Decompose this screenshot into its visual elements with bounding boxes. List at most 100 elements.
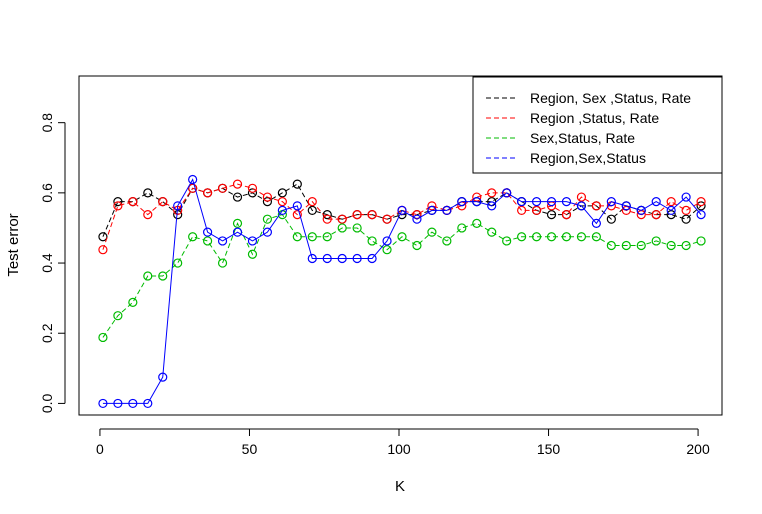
data-point	[128, 398, 138, 409]
data-point	[247, 183, 258, 193]
x-tick-label: 200	[686, 441, 710, 457]
data-point	[666, 240, 676, 251]
y-tick-label: 0.4	[39, 253, 55, 273]
data-point	[367, 253, 377, 264]
data-point	[292, 179, 302, 189]
data-point	[143, 271, 153, 281]
data-point	[442, 205, 452, 216]
data-point	[442, 236, 452, 246]
data-point	[427, 227, 437, 237]
legend-label: Region,Sex,Status	[530, 150, 646, 166]
legend-label: Region, Sex ,Status, Rate	[530, 90, 691, 106]
data-point	[143, 188, 153, 198]
data-point	[696, 210, 706, 220]
data-point	[232, 227, 243, 237]
data-point	[232, 179, 243, 189]
legend-label: Sex,Status, Rate	[530, 130, 635, 146]
plot-frame	[78, 75, 723, 416]
data-point	[188, 174, 198, 185]
data-point	[681, 205, 691, 216]
data-point	[367, 210, 377, 220]
data-point	[158, 271, 168, 281]
data-point	[382, 245, 392, 255]
data-point	[457, 223, 467, 233]
data-point	[247, 249, 258, 259]
data-point	[307, 205, 317, 216]
data-point	[128, 297, 138, 307]
data-point	[337, 214, 347, 224]
data-point	[352, 210, 362, 220]
data-point	[217, 183, 228, 193]
data-point	[412, 240, 422, 251]
legend-box	[472, 76, 723, 174]
axes: 0 50 100 150 200 0.0 0.2 0.4 0.6 0.8	[39, 113, 710, 457]
data-point	[232, 192, 243, 202]
data-point	[367, 236, 377, 246]
data-point	[472, 218, 482, 228]
data-point	[487, 188, 497, 198]
data-point	[472, 192, 482, 202]
data-point	[382, 236, 392, 246]
data-point	[696, 197, 706, 207]
data-point	[262, 192, 273, 202]
data-point	[561, 197, 572, 207]
chart-marks	[98, 174, 706, 409]
data-point	[307, 253, 317, 264]
data-point	[427, 205, 437, 216]
data-point	[337, 223, 347, 233]
data-point	[113, 201, 123, 211]
data-point	[352, 223, 362, 233]
data-point	[203, 188, 213, 198]
data-point	[591, 218, 601, 228]
data-point	[292, 210, 302, 220]
data-point	[621, 201, 631, 211]
data-point	[307, 197, 317, 207]
data-point	[591, 232, 601, 242]
data-point	[636, 205, 646, 216]
data-point	[322, 253, 332, 264]
data-point	[397, 205, 407, 216]
x-tick-label: 0	[96, 441, 104, 457]
x-tick-label: 100	[387, 441, 411, 457]
data-point	[322, 232, 332, 242]
data-point	[217, 236, 228, 246]
data-point	[681, 240, 691, 251]
data-point	[621, 205, 631, 216]
data-point	[98, 398, 108, 409]
data-point	[531, 197, 542, 207]
data-point	[621, 240, 631, 251]
data-point	[651, 197, 661, 207]
data-point	[427, 201, 437, 211]
data-point	[173, 201, 183, 211]
series-line-3	[102, 214, 702, 338]
data-point	[696, 236, 706, 246]
data-point	[277, 205, 287, 216]
data-point	[307, 232, 317, 242]
data-point	[292, 201, 302, 211]
data-point	[188, 183, 198, 193]
data-point	[203, 236, 213, 246]
data-point	[546, 232, 557, 242]
data-point	[173, 258, 183, 268]
data-point	[158, 372, 168, 382]
data-point	[158, 197, 168, 207]
data-point	[606, 240, 616, 251]
legend-label: Region ,Status, Rate	[530, 110, 659, 126]
x-tick-label: 150	[537, 441, 561, 457]
data-point	[262, 227, 273, 237]
data-point	[561, 232, 572, 242]
data-point	[576, 232, 587, 242]
data-point	[517, 205, 527, 216]
data-point	[262, 197, 273, 207]
data-point	[188, 232, 198, 242]
data-point	[502, 188, 512, 198]
data-point	[636, 240, 646, 251]
data-point	[457, 197, 467, 207]
data-point	[531, 205, 542, 216]
data-point	[113, 197, 123, 207]
data-point	[666, 197, 676, 207]
series-line-2	[102, 183, 702, 250]
data-point	[576, 201, 587, 211]
y-axis-label: Test error	[5, 213, 22, 276]
